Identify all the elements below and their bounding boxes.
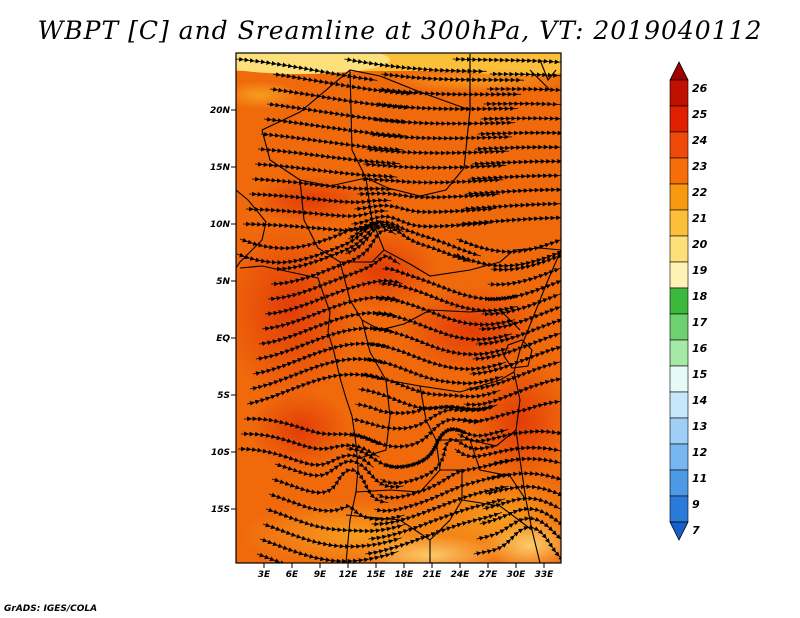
colorbar-segment <box>669 261 689 289</box>
colorbar-label: 19 <box>692 264 708 277</box>
colorbar-label: 11 <box>692 472 707 485</box>
colorbar-segment <box>669 131 689 159</box>
colorbar-segment <box>669 235 689 263</box>
lat-label: 10S <box>211 448 230 458</box>
streamline <box>378 87 522 97</box>
colorbar-label: 16 <box>692 342 708 355</box>
lon-label: 12E <box>339 570 359 580</box>
streamline <box>369 131 513 141</box>
colorbar-label: 18 <box>692 290 708 303</box>
colorbar-label: 9 <box>692 498 700 511</box>
lon-label: 24E <box>451 570 471 580</box>
streamline <box>246 372 385 406</box>
streamline <box>344 57 487 74</box>
lat-ticks <box>231 109 236 510</box>
wbpt-field <box>236 53 561 563</box>
lat-label: 15N <box>210 163 231 173</box>
streamline <box>256 552 291 563</box>
lat-label: 15S <box>211 505 230 515</box>
colorbar-segment <box>669 313 689 341</box>
colorbar-label: 17 <box>692 316 708 329</box>
streamline <box>465 187 561 197</box>
streamline <box>468 173 561 182</box>
streamline <box>473 524 561 561</box>
streamline <box>372 116 516 127</box>
colorbar-segment <box>669 495 689 523</box>
map-frame <box>235 52 562 564</box>
streamline <box>477 130 561 137</box>
longitude-axis: 3E 6E 9E 12E 15E 18E 21E 24E 27E 30E 33E <box>258 570 554 580</box>
lon-label: 9E <box>314 570 327 580</box>
chart-title: WBPT [C] and Sreamline at 300hPa, VT: 20… <box>37 16 763 45</box>
streamline <box>363 161 507 171</box>
colorbar-segment <box>669 417 689 445</box>
colorbar <box>669 61 689 541</box>
lat-label: 5N <box>216 277 230 287</box>
streamline <box>483 101 561 107</box>
colorbar-segment <box>669 157 689 185</box>
grads-credit: GrADS: IGES/COLA <box>4 604 98 614</box>
streamline <box>489 71 561 78</box>
colorbar-label: 25 <box>692 108 708 121</box>
colorbar-label: 26 <box>692 82 708 95</box>
lat-label: EQ <box>216 334 230 344</box>
lon-label: 6E <box>286 570 299 580</box>
latitude-axis: 20N 15N 10N 5N EQ 5S 10S 15S <box>210 106 231 515</box>
colorbar-segment <box>669 391 689 419</box>
lon-label: 30E <box>507 570 527 580</box>
streamline <box>471 158 561 167</box>
lon-label: 21E <box>423 570 443 580</box>
colorbar-label: 20 <box>692 238 708 251</box>
lon-label: 3E <box>258 570 271 580</box>
colorbar-segment <box>669 339 689 367</box>
colorbar-label: 22 <box>692 186 708 199</box>
streamline <box>366 146 510 156</box>
colorbar-segment <box>669 443 689 471</box>
colorbar-label: 12 <box>692 446 708 459</box>
streamline <box>375 101 519 112</box>
streamline <box>381 72 525 83</box>
streamline <box>251 176 395 192</box>
streamline <box>474 144 561 152</box>
lat-label: 5S <box>217 391 230 401</box>
colorbar-label: 21 <box>692 212 707 225</box>
colorbar-label: 15 <box>692 368 708 381</box>
colorbar-label: 14 <box>692 394 707 407</box>
lon-label: 18E <box>395 570 415 580</box>
colorbar-segment <box>669 365 689 393</box>
streamline <box>271 467 389 504</box>
colorbar-top-arrow <box>669 61 689 81</box>
streamline <box>480 115 561 122</box>
colorbar-segment <box>669 183 689 211</box>
colorbar-segment <box>669 105 689 133</box>
colorbar-label: 23 <box>692 160 708 173</box>
colorbar-label: 24 <box>692 134 707 147</box>
lon-label: 33E <box>535 570 555 580</box>
colorbar-segment <box>669 79 689 107</box>
colorbar-labels: 26 25 24 23 22 21 20 19 18 17 16 15 14 1… <box>692 82 708 537</box>
streamline <box>365 512 503 556</box>
streamline <box>248 191 392 205</box>
lat-label: 20N <box>210 106 231 116</box>
lon-label: 27E <box>479 570 499 580</box>
streamline <box>486 86 561 93</box>
streamline <box>254 161 398 179</box>
lat-label: 10N <box>210 220 231 230</box>
colorbar-label: 13 <box>692 420 708 433</box>
lon-ticks <box>263 563 545 568</box>
colorbar-bottom-arrow <box>669 521 689 541</box>
colorbar-segment <box>669 287 689 315</box>
lon-label: 15E <box>367 570 387 580</box>
colorbar-segment <box>669 469 689 497</box>
colorbar-segment <box>669 209 689 237</box>
colorbar-label: 7 <box>692 524 700 537</box>
streamline <box>452 56 561 65</box>
streamlines <box>236 56 561 563</box>
streamline <box>259 537 399 563</box>
streamline <box>462 201 561 212</box>
